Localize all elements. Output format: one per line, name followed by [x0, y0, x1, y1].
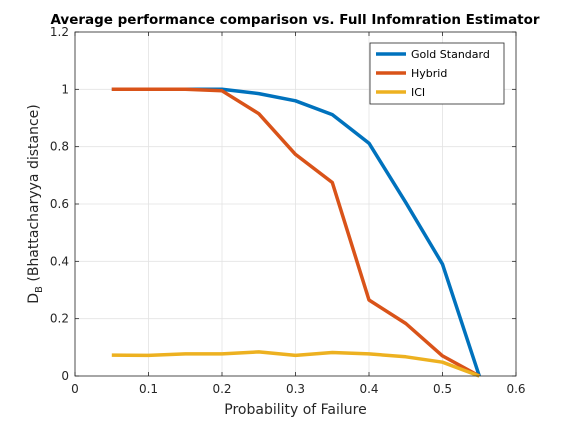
legend-entries: Gold Standard Hybrid ICI [376, 48, 490, 99]
series-line-hybrid [111, 87, 481, 378]
y-axis-label-rest: (Bhattacharyya distance) [26, 104, 42, 286]
y-tick-labels: 0 0.2 0.4 0.6 0.8 1 1.2 [50, 25, 69, 383]
x-tick-label: 0.3 [286, 382, 305, 396]
y-axis-label-subscript: B [34, 286, 45, 293]
y-tick-label: 0 [61, 369, 69, 383]
y-tick-label: 0.2 [50, 312, 69, 326]
x-tick-label: 0.5 [433, 382, 452, 396]
chart-title: Average performance comparison vs. Full … [50, 12, 539, 28]
y-tick-label: 0.6 [50, 197, 69, 211]
y-axis-label: DB (Bhattacharyya distance) [26, 104, 45, 303]
y-tick-label: 1.2 [50, 25, 69, 39]
y-tick-label: 0.8 [50, 140, 69, 154]
x-tick-label: 0.1 [139, 382, 158, 396]
y-axis-label-main: D [26, 293, 42, 304]
legend-label-ici: ICI [411, 86, 425, 99]
series-line-ici [111, 350, 480, 378]
x-tick-label: 0.4 [359, 382, 378, 396]
legend-label-gold-standard: Gold Standard [411, 48, 490, 61]
legend: Gold Standard Hybrid ICI [369, 42, 505, 105]
x-tick-label: 0.6 [506, 382, 525, 396]
x-tick-label: 0.2 [212, 382, 231, 396]
y-tick-label: 0.4 [50, 254, 69, 268]
x-axis-label: Probability of Failure [224, 402, 366, 418]
y-tick-label: 1 [61, 82, 69, 96]
legend-label-hybrid: Hybrid [411, 67, 447, 80]
series-layer [111, 87, 481, 378]
tick-marks [74, 31, 517, 377]
x-tick-labels: 0 0.1 0.2 0.3 0.4 0.5 0.6 [71, 382, 525, 396]
x-tick-label: 0 [71, 382, 79, 396]
